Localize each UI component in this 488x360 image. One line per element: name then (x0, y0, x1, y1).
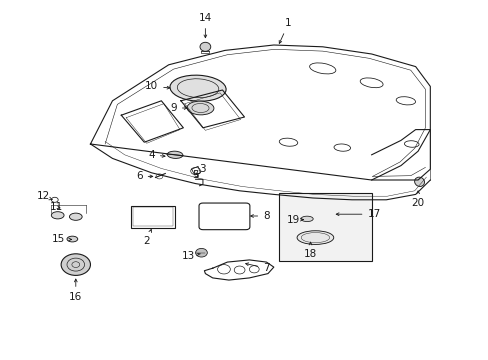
Text: 12: 12 (36, 191, 52, 201)
Text: 8: 8 (250, 211, 269, 221)
Ellipse shape (200, 42, 210, 51)
Text: 19: 19 (286, 215, 303, 225)
Ellipse shape (170, 75, 225, 101)
Text: 17: 17 (336, 209, 380, 219)
Text: 4: 4 (148, 150, 164, 160)
Circle shape (195, 248, 207, 257)
Bar (278, 193, 371, 261)
Text: 14: 14 (198, 13, 212, 38)
Text: 13: 13 (181, 251, 200, 261)
Ellipse shape (414, 177, 424, 186)
Text: 7: 7 (245, 263, 269, 273)
Bar (131, 206, 175, 228)
Text: 3: 3 (196, 164, 206, 174)
Text: 11: 11 (49, 202, 63, 212)
Text: 6: 6 (136, 171, 152, 181)
Text: 16: 16 (69, 279, 82, 302)
Text: 9: 9 (170, 103, 186, 113)
Ellipse shape (297, 231, 333, 244)
Ellipse shape (167, 151, 183, 158)
Text: 5: 5 (192, 170, 199, 180)
Ellipse shape (301, 216, 313, 222)
Text: 10: 10 (145, 81, 169, 91)
Ellipse shape (187, 101, 213, 115)
Circle shape (61, 254, 90, 275)
Text: 2: 2 (143, 229, 151, 246)
Ellipse shape (69, 213, 82, 220)
Ellipse shape (67, 236, 78, 242)
Bar (133, 207, 173, 226)
Text: 15: 15 (52, 234, 71, 244)
Text: 18: 18 (303, 242, 317, 259)
Ellipse shape (51, 212, 64, 219)
Text: 20: 20 (411, 191, 424, 208)
Text: 1: 1 (279, 18, 291, 44)
